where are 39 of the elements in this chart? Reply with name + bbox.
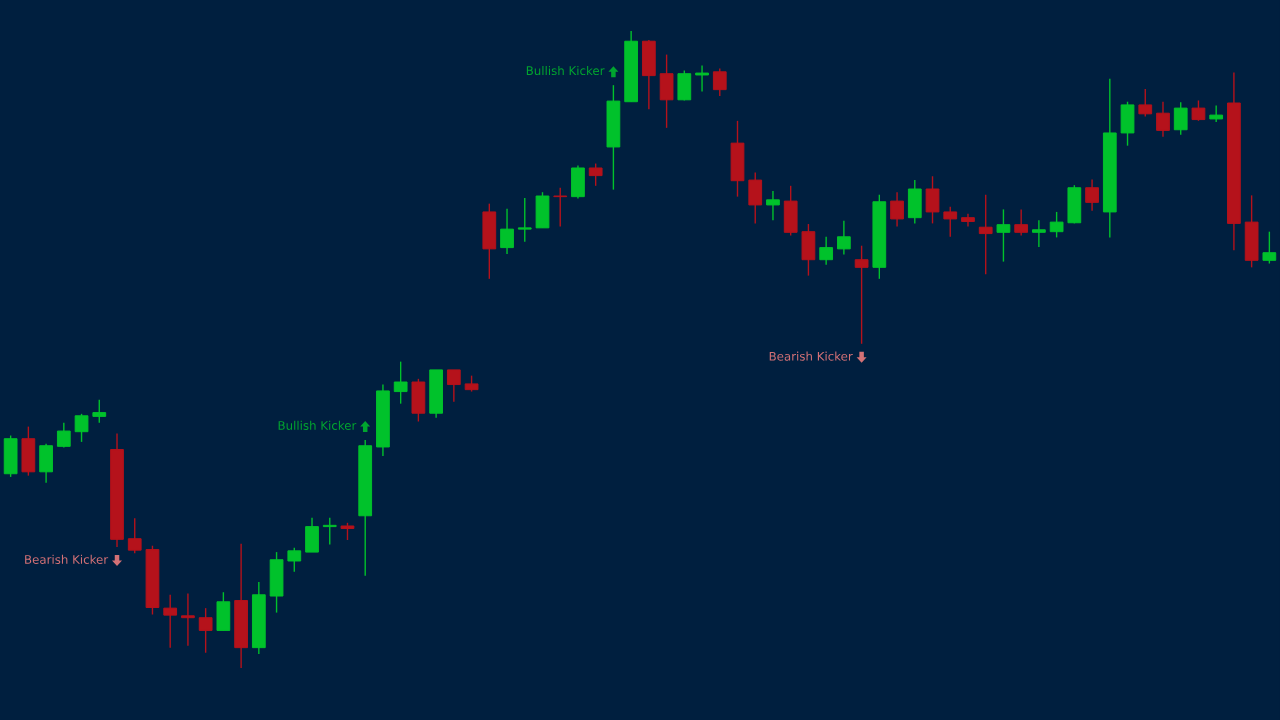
candlestick	[198, 607, 213, 654]
annotation: Bearish Kicker	[769, 351, 853, 361]
candlestick	[925, 175, 940, 225]
candlestick	[1049, 211, 1064, 239]
candlestick	[854, 244, 869, 345]
candlestick	[393, 360, 408, 405]
candlestick	[517, 197, 532, 243]
candlestick	[74, 413, 89, 443]
candlestick	[181, 592, 195, 647]
candlestick	[92, 399, 107, 424]
candlestick	[1191, 99, 1206, 122]
candlestick	[1138, 88, 1153, 118]
candlestick	[1085, 178, 1099, 212]
candlestick	[1014, 208, 1029, 237]
candlestick	[819, 236, 834, 266]
candlestick	[553, 187, 568, 228]
candlestick	[996, 208, 1011, 263]
candlestick	[56, 422, 71, 449]
candlestick	[978, 194, 993, 276]
candlestick	[322, 516, 337, 546]
candlestick	[943, 206, 958, 238]
candlestick	[1262, 230, 1277, 265]
candlestick	[287, 546, 302, 573]
candlestick	[890, 191, 904, 228]
candlestick	[712, 67, 727, 97]
candlestick	[1156, 101, 1170, 138]
candlestick	[766, 190, 780, 221]
candlestick	[588, 162, 603, 187]
candlestick	[1032, 219, 1046, 248]
candlestick	[1173, 101, 1188, 136]
annotation: Bullish Kicker	[278, 420, 357, 430]
candlestick	[837, 220, 851, 256]
annotation: Bullish Kicker	[526, 65, 605, 76]
candlestick	[695, 64, 709, 93]
candlestick	[500, 208, 514, 255]
candlestick	[127, 517, 142, 555]
candlestick	[163, 594, 178, 649]
candlestick	[446, 369, 461, 403]
annotation: Bearish Kicker	[25, 554, 109, 564]
